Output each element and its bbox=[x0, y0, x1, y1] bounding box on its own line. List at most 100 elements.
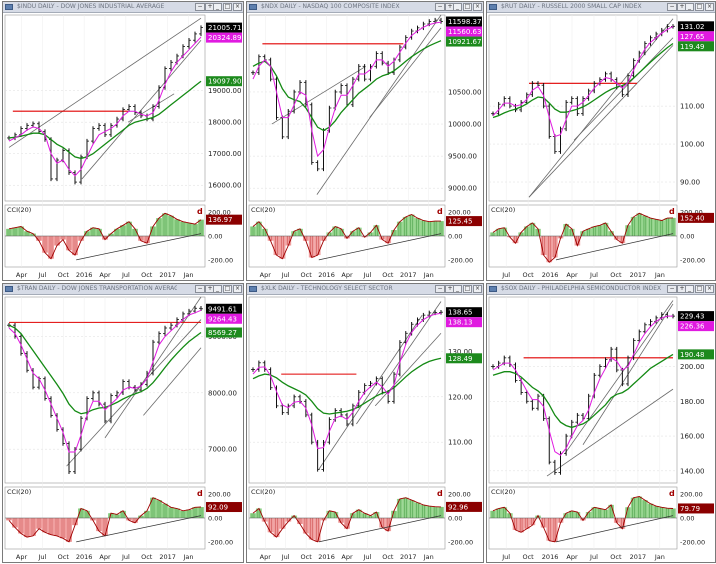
cci-bar bbox=[180, 221, 186, 236]
zoom-out-icon[interactable]: − bbox=[667, 3, 677, 11]
x-tick-label: Jul bbox=[121, 271, 130, 279]
cci-tick-label: -200.00 bbox=[448, 256, 473, 264]
cci-bar bbox=[150, 497, 156, 518]
zoom-out-icon[interactable]: − bbox=[195, 285, 205, 293]
cci-bar bbox=[664, 218, 671, 236]
title-bar[interactable]: $SOX DAILY - PHILADELPHIA SEMICONDUCTOR … bbox=[487, 284, 715, 295]
cci-bar bbox=[501, 227, 508, 236]
x-tick-label: 2017 bbox=[159, 271, 176, 279]
ma-fast-tag bbox=[678, 321, 714, 332]
cci-bar bbox=[355, 509, 362, 518]
x-tick-label: Apr bbox=[566, 271, 578, 279]
close-button[interactable]: × bbox=[473, 3, 482, 11]
close-button[interactable]: × bbox=[233, 3, 242, 11]
cci-bar bbox=[291, 231, 298, 236]
cci-label: CCI(20) bbox=[251, 488, 275, 496]
minimize-button[interactable]: _ bbox=[213, 3, 222, 11]
minimize-button[interactable]: _ bbox=[213, 285, 222, 293]
cci-bar bbox=[385, 518, 392, 532]
maximize-button[interactable]: □ bbox=[463, 3, 472, 11]
title-bar[interactable]: $NDX DAILY - NASDAQ 100 COMPOSITE INDEX −… bbox=[247, 2, 483, 13]
cci-bar bbox=[402, 497, 409, 518]
close-button[interactable]: × bbox=[705, 285, 714, 293]
ma-slow-line bbox=[492, 353, 674, 429]
cci-bar bbox=[557, 518, 564, 523]
cci-bar bbox=[126, 518, 132, 521]
cci-bar bbox=[132, 518, 138, 523]
cci-tag-value: 79.79 bbox=[680, 505, 700, 513]
maximize-button[interactable]: □ bbox=[223, 285, 232, 293]
ma-slow-tag bbox=[678, 349, 714, 360]
maximize-button[interactable]: □ bbox=[695, 3, 704, 11]
ma-fast-tag-value: 138.13 bbox=[448, 319, 473, 327]
maximize-button[interactable]: □ bbox=[695, 285, 704, 293]
chart-icon bbox=[489, 4, 497, 10]
close-button[interactable]: × bbox=[705, 3, 714, 11]
cci-bar bbox=[585, 228, 592, 236]
trendline bbox=[374, 333, 442, 407]
cci-tick-label: 200.00 bbox=[448, 491, 471, 499]
y-tick-label: 130.00 bbox=[448, 348, 473, 356]
close-button[interactable]: × bbox=[233, 285, 242, 293]
ma-fast-line bbox=[8, 309, 202, 453]
minimize-button[interactable]: _ bbox=[453, 3, 462, 11]
x-tick-label: Jul bbox=[589, 271, 598, 279]
cci-bar bbox=[18, 518, 24, 534]
ma-slow-line bbox=[252, 40, 442, 132]
x-tick-label: 2017 bbox=[159, 553, 176, 561]
last-price-tag-value: 138.65 bbox=[448, 309, 473, 317]
cci-bar bbox=[48, 518, 54, 535]
close-button[interactable]: × bbox=[473, 285, 482, 293]
cci-bar bbox=[186, 222, 192, 236]
ma-fast-tag bbox=[446, 26, 482, 37]
x-tick-label: 2017 bbox=[630, 271, 647, 279]
cci-tick-label: 0.00 bbox=[448, 233, 462, 241]
cci-tag bbox=[446, 216, 482, 227]
maximize-button[interactable]: □ bbox=[223, 3, 232, 11]
ma-slow-tag-value: 19097.90 bbox=[208, 78, 241, 86]
chart-icon bbox=[489, 286, 497, 292]
minimize-button[interactable]: _ bbox=[685, 3, 694, 11]
cci-trendline bbox=[555, 233, 674, 261]
cci-bar bbox=[66, 236, 72, 251]
maximize-button[interactable]: □ bbox=[463, 285, 472, 293]
y-tick-label: 16000.00 bbox=[208, 182, 241, 190]
chart-icon bbox=[249, 286, 257, 292]
cci-bar bbox=[529, 518, 536, 526]
cci-tag bbox=[678, 503, 714, 514]
cci-bar bbox=[540, 236, 547, 256]
minimize-button[interactable]: _ bbox=[685, 285, 694, 293]
cci-bar bbox=[198, 507, 204, 518]
cci-bar bbox=[636, 213, 643, 236]
x-tick-label: Jan bbox=[654, 553, 665, 561]
title-bar[interactable]: $XLK DAILY - TECHNOLOGY SELECT SECTOR − + _… bbox=[247, 284, 483, 295]
trendline bbox=[369, 27, 442, 118]
zoom-out-icon[interactable]: − bbox=[435, 285, 445, 293]
cci-tag-value: 92.09 bbox=[208, 504, 228, 512]
cci-bar bbox=[355, 227, 362, 236]
title-bar[interactable]: $RUT DAILY - RUSSELL 2000 SMALL CAP INDE… bbox=[487, 2, 715, 13]
cci-bar bbox=[642, 215, 648, 236]
divergence-marker: d bbox=[669, 207, 675, 216]
cci-bar bbox=[285, 236, 292, 246]
y-tick-label: 19000.00 bbox=[208, 87, 241, 95]
divergence-marker: d bbox=[197, 489, 203, 498]
cci-bar bbox=[495, 508, 502, 518]
zoom-out-icon[interactable]: − bbox=[435, 3, 445, 11]
cci-tick-label: -200.00 bbox=[448, 538, 473, 546]
minimize-button[interactable]: _ bbox=[453, 285, 462, 293]
cci-tag-value: 136.97 bbox=[208, 216, 233, 224]
chart-window: $RUT DAILY - RUSSELL 2000 SMALL CAP INDE… bbox=[486, 1, 716, 281]
zoom-out-icon[interactable]: − bbox=[195, 3, 205, 11]
ma-fast-tag-value: 226.36 bbox=[680, 323, 705, 331]
cci-bar bbox=[96, 518, 102, 532]
cci-bar bbox=[285, 518, 292, 522]
zoom-out-icon[interactable]: − bbox=[667, 285, 677, 293]
cci-bar bbox=[168, 215, 174, 236]
cci-trendline bbox=[555, 515, 674, 543]
cci-label: CCI(20) bbox=[491, 488, 515, 496]
trendline bbox=[66, 319, 202, 467]
ma-slow-tag bbox=[206, 76, 242, 87]
title-bar[interactable]: $INDU DAILY - DOW JONES INDUSTRIAL AVERA… bbox=[3, 2, 243, 13]
title-bar[interactable]: $TRAN DAILY - DOW JONES TRANSPORTATION A… bbox=[3, 284, 243, 295]
